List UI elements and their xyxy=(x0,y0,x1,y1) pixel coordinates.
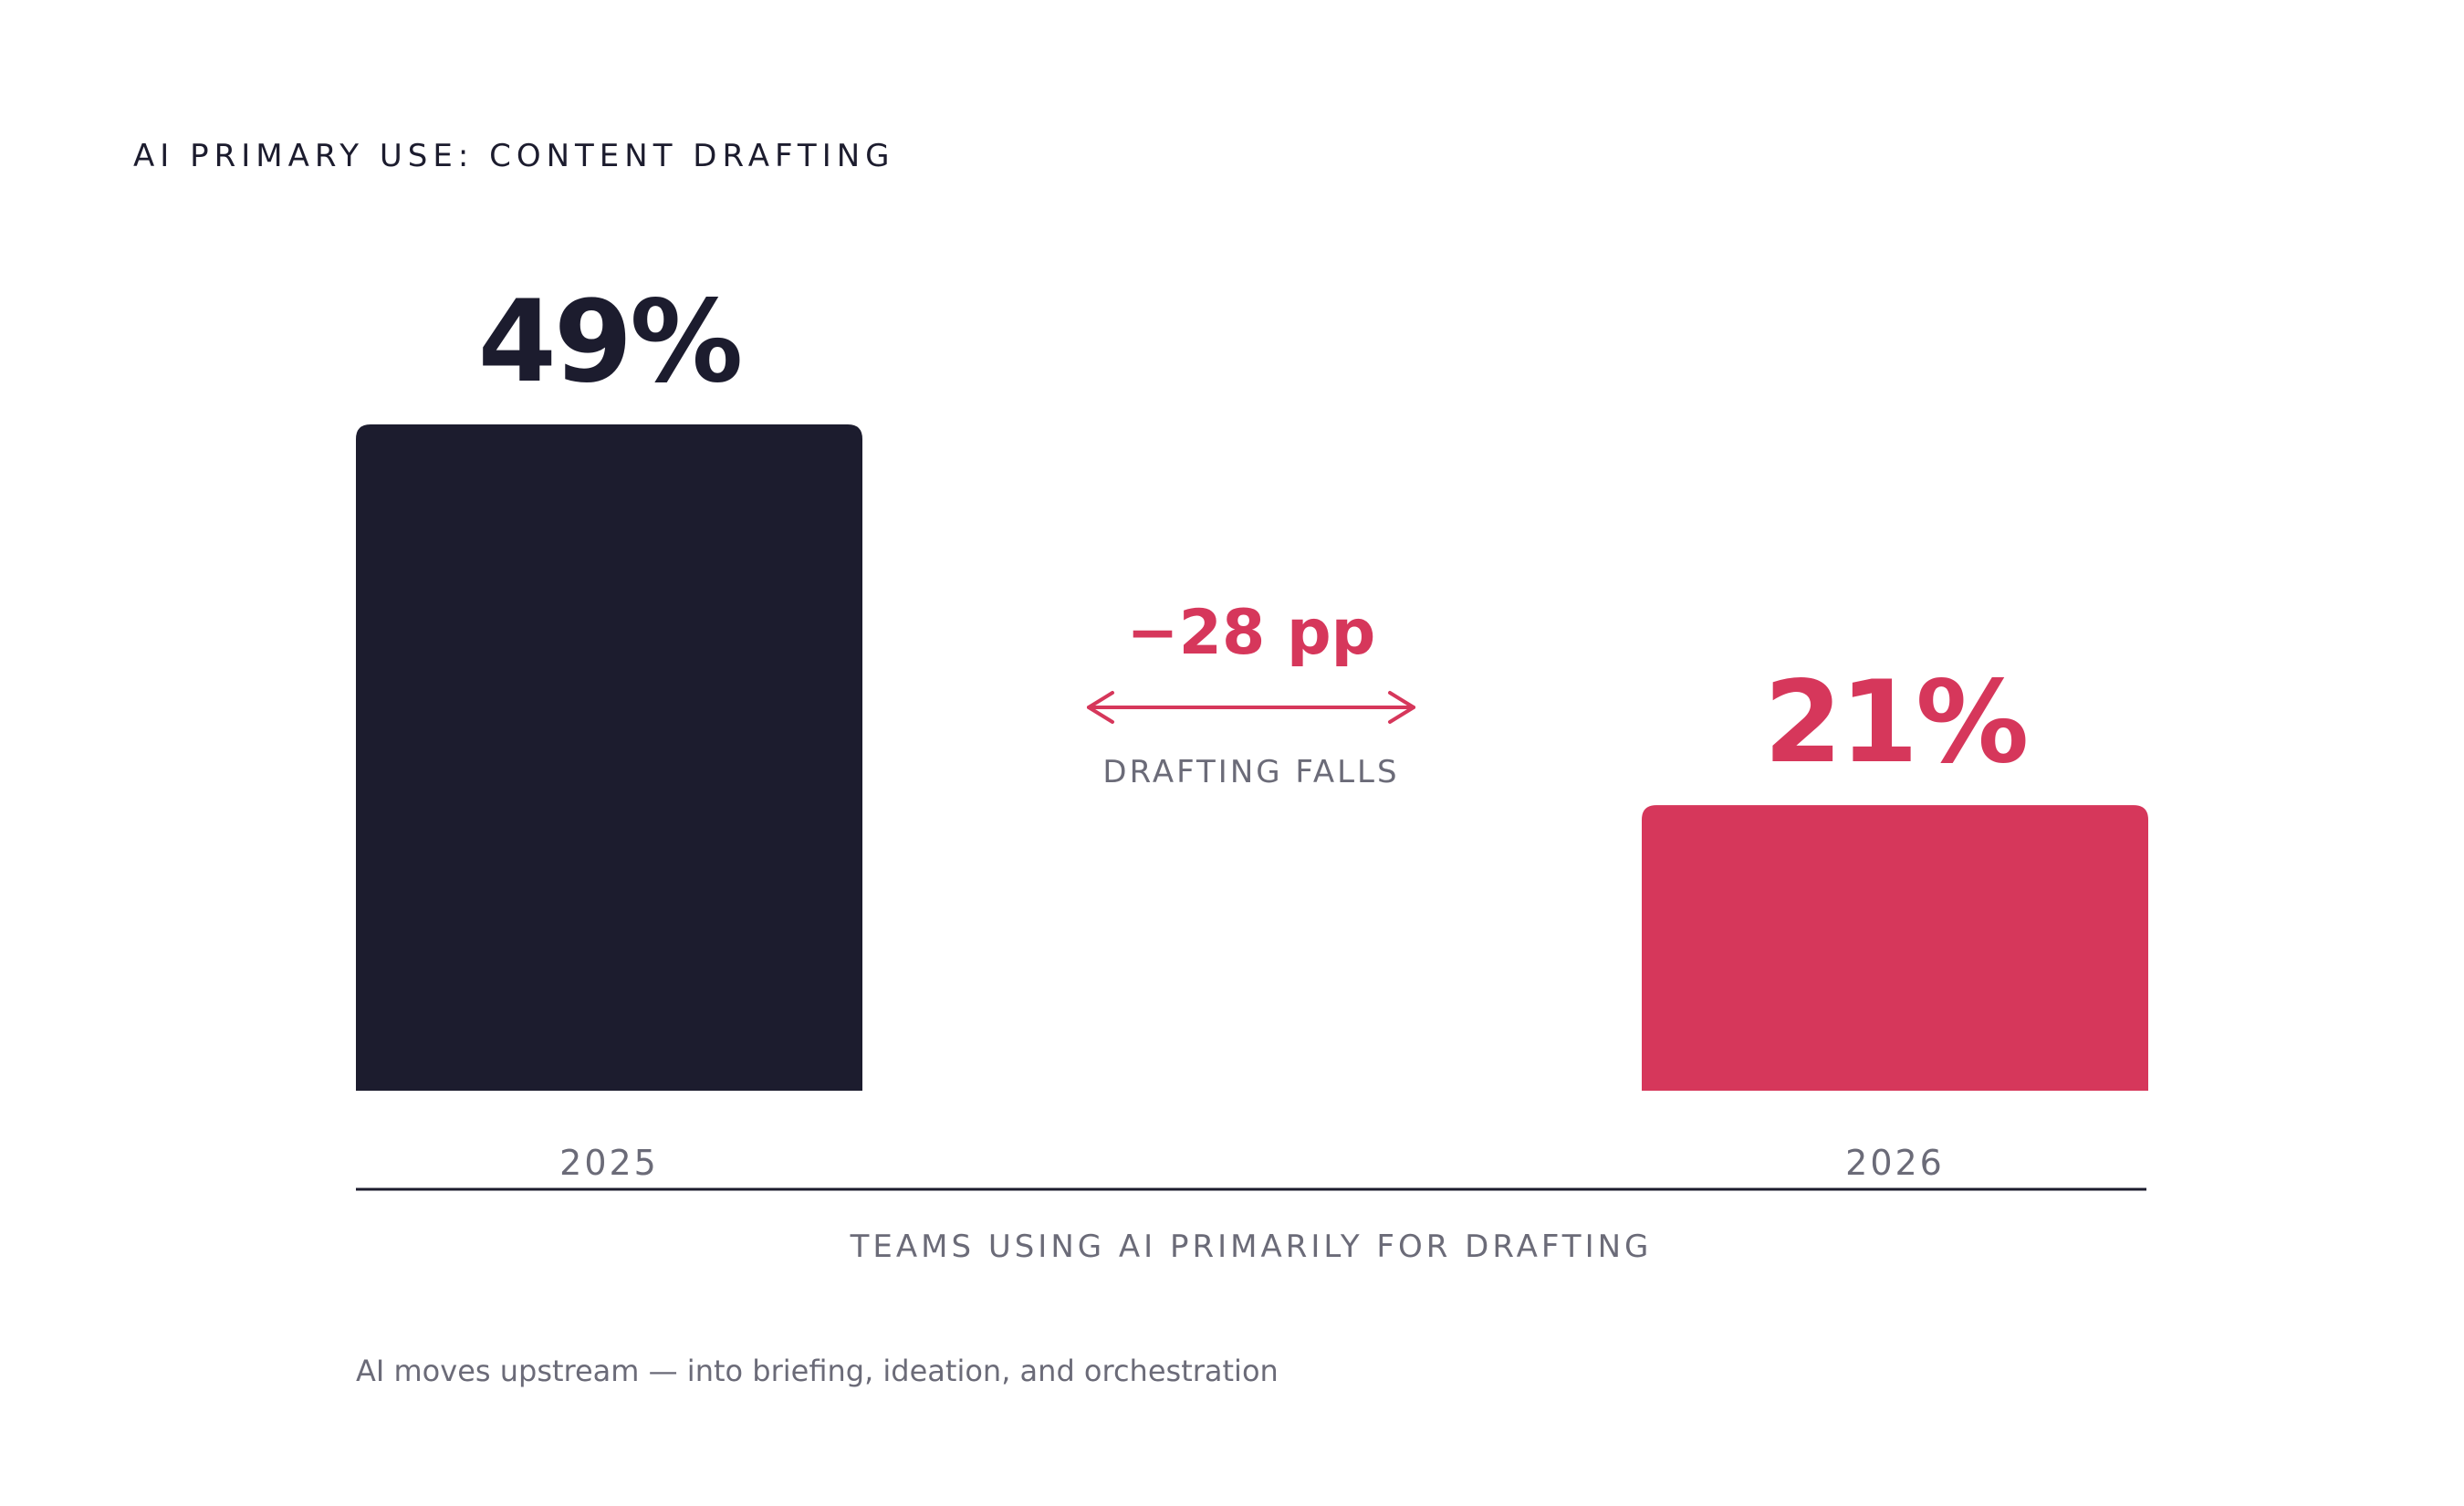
bar-2025 xyxy=(356,424,862,1091)
footnote: AI moves upstream — into briefing, ideat… xyxy=(356,1354,1279,1388)
category-label-2026: 2026 xyxy=(1845,1143,1945,1183)
delta-caption: DRAFTING FALLS xyxy=(1102,754,1399,790)
double-arrow-icon xyxy=(1087,691,1415,724)
value-label-2025: 49% xyxy=(478,277,741,408)
labels-layer: 49% 2025 21% 2026 xyxy=(478,277,2030,1183)
bar-2026 xyxy=(1642,805,2148,1091)
x-axis-label: TEAMS USING AI PRIMARILY FOR DRAFTING xyxy=(850,1229,1653,1265)
delta-value: −28 pp xyxy=(1127,597,1376,669)
delta-annotation: −28 pp DRAFTING FALLS xyxy=(1087,597,1415,790)
value-label-2026: 21% xyxy=(1764,657,2027,789)
category-label-2025: 2025 xyxy=(559,1143,659,1183)
chart-title: AI PRIMARY USE: CONTENT DRAFTING xyxy=(133,138,895,174)
bars-layer xyxy=(356,424,2148,1091)
